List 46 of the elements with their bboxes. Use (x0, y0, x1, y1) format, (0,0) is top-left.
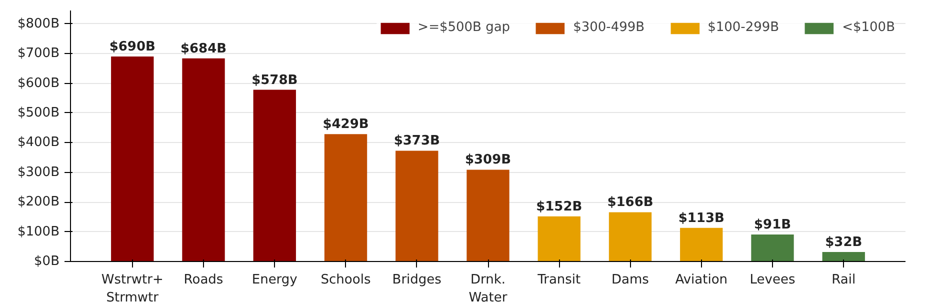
bar (608, 212, 652, 262)
data-label: $91B (754, 217, 792, 232)
legend-label: >=$500B gap (418, 20, 510, 35)
bar (182, 58, 225, 262)
y-tick-label: $600B (18, 76, 60, 91)
bar (538, 216, 580, 262)
x-tick-label: Roads (184, 272, 224, 288)
x-tick-label: Levees (750, 272, 796, 288)
y-tick-label: $300B (18, 164, 60, 180)
bar (253, 90, 296, 262)
data-label: $166B (607, 195, 654, 210)
legend-label: $300-499B (573, 20, 645, 35)
x-tick-label: Transit (536, 272, 581, 288)
legend-label: $100-299B (708, 20, 780, 35)
x-tick-label: Bridges (392, 272, 442, 288)
data-label: $684B (180, 41, 227, 56)
x-tick-label: Wstrwtr+ Strmwtr (101, 272, 164, 306)
x-tick-label: Schools (320, 272, 371, 288)
bar (396, 150, 438, 262)
x-tick-label: Aviation (675, 272, 728, 288)
bar (822, 252, 865, 262)
data-label: $113B (678, 210, 724, 226)
x-tick-label: Energy (252, 272, 298, 288)
y-tick-label: $100B (18, 224, 60, 240)
data-label: $373B (394, 134, 440, 149)
x-tick-label: Dams (612, 272, 650, 288)
data-label: $578B (252, 72, 298, 88)
legend-label: <$100B (842, 20, 895, 35)
y-tick-label: $700B (18, 46, 60, 62)
y-tick-label: $200B (18, 194, 60, 210)
y-tick-label: $400B (18, 135, 60, 150)
data-label: $690B (109, 40, 156, 55)
data-label: $429B (322, 117, 369, 132)
bar (751, 234, 794, 262)
data-label: $32B (825, 234, 862, 250)
x-tick-label: Rail (832, 272, 856, 288)
data-label: $309B (464, 152, 512, 168)
bar (680, 228, 723, 262)
bar (466, 170, 510, 262)
bar (111, 56, 154, 262)
x-tick-label: Drnk. Water (468, 272, 508, 306)
bar (324, 134, 368, 262)
y-tick-label: $0B (34, 254, 60, 269)
y-tick-label: $500B (18, 105, 60, 120)
data-label: $152B (536, 199, 582, 214)
y-tick-label: $800B (18, 16, 60, 32)
